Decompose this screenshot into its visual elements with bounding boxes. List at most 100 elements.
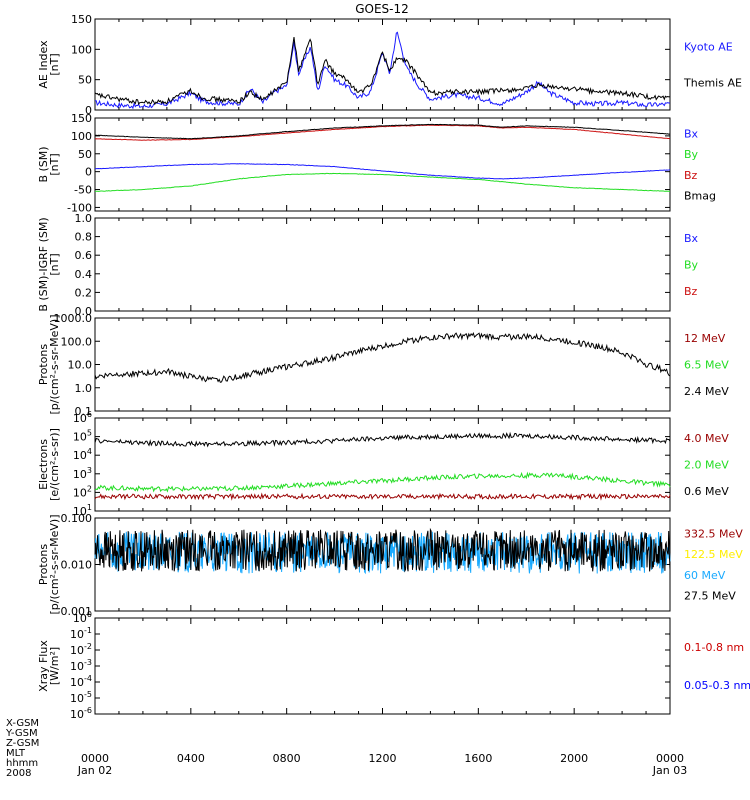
legend-2-0-mev: 2.0 MeV [684,459,729,472]
y-tick-label: 10-2 [70,642,92,657]
legend-122-5-mev: 122.5 MeV [684,548,743,561]
y-tick-label: 0.8 [75,231,93,244]
legend-2-4-mev: 2.4 MeV [684,385,729,398]
x-tick-label: 0000 [81,752,109,765]
legend-0-1-0-8-nm: 0.1-0.8 nm [684,641,744,654]
y-tick-label: 150 [71,112,92,125]
legend-bz: Bz [684,285,698,298]
x-tick-label: 0400 [177,752,205,765]
y-tick-label: 1000.0 [54,312,93,325]
x-tick-label: 1600 [464,752,492,765]
y-tick-label: 100.0 [61,335,93,348]
y-axis-label: Protons[p/(cm²-s-sr-MeV)] [37,315,61,415]
series-themis-ae-line [94,37,671,106]
legend-bmag: Bmag [684,190,716,203]
x-tick-label: 0800 [273,752,301,765]
footer-row-label: X-GSM [6,718,39,729]
y-axis-label: B (SM)[nT] [37,146,61,182]
legend-4-0-mev: 4.0 MeV [684,432,729,445]
y-tick-label: 102 [73,484,92,499]
y-tick-label: 10-5 [70,690,92,705]
y-tick-label: 0.100 [61,512,93,525]
panel-frame [94,317,671,412]
y-axis-label: Electrons[e/(cm²-s-sr)] [37,428,61,501]
y-axis-label: Protons[p/(cm²-s-sr-MeV)] [37,515,61,615]
legend-27-5-mev: 27.5 MeV [684,590,736,603]
y-tick-label: 0.4 [75,268,93,281]
y-tick-label: 10.0 [68,359,93,372]
y-tick-label: 0.010 [61,559,93,572]
legend-themis-ae: Themis AE [683,77,742,90]
legend-by: By [684,148,699,161]
y-tick-label: 103 [73,466,92,481]
y-tick-label: 10-4 [70,674,92,689]
panel-ae: 0 50 100 150 AE Index[nT] Kyoto AE Themis AE [37,13,742,117]
panel-bsm: -100 -50 0 50 100 150 B (SM)[nT] Bx By Bz Bmag [37,112,716,214]
legend-60-mev: 60 MeV [684,569,726,582]
series-27-5-mev-line [94,527,671,573]
series-4-0-mev-line [94,492,671,501]
footer-row-label: Y-GSM [5,728,38,739]
series-by-line [94,172,671,192]
y-tick-label: 106 [73,410,92,425]
panel-protons_high: 0.001 0.010 0.100Protons[p/(cm²-s-sr-MeV)]… [37,512,743,618]
legend-332-5-mev: 332.5 MeV [684,528,743,541]
footer-row-label: Z-GSM [6,738,39,749]
date-start-label: Jan 02 [77,764,112,777]
legend-0-05-0-3-nm: 0.05-0.3 nm [684,679,750,692]
x-tick-label: 2000 [560,752,588,765]
legend-12-mev: 12 MeV [684,332,726,345]
legend-bz: Bz [684,169,698,182]
y-tick-label: 1.0 [75,212,93,225]
panel-frame [94,117,671,212]
y-tick-label: 50 [78,148,92,161]
y-tick-label: 100 [73,610,92,625]
y-tick-label: 100 [71,43,92,56]
y-axis-label: B (SM)-IGRF (SM)[nT] [37,217,61,311]
panel-electrons: 101102103104105106Electrons[e/(cm²-s-sr)… [37,410,729,518]
legend-6-5-mev: 6.5 MeV [684,359,729,372]
date-end-label: Jan 03 [652,764,687,777]
y-axis-label: Xray Flux[W/m²] [37,640,61,692]
y-tick-label: 0.001 [61,605,93,618]
y-tick-label: 0.2 [75,286,93,299]
legend-bx: Bx [684,128,699,141]
legend-bx: Bx [684,232,699,245]
y-tick-label: -50 [74,184,92,197]
legend-0-6-mev: 0.6 MeV [684,485,729,498]
y-tick-label: 10-3 [70,658,92,673]
panel-frame [94,617,671,715]
y-axis-label: AE Index[nT] [37,40,61,89]
panel-bigrf: 0.0 0.2 0.4 0.6 0.8 1.0 B (SM)-IGRF (SM)[nT] Bx… [37,212,699,318]
series-bmag-line [95,123,671,140]
y-tick-label: 0 [85,166,92,179]
y-tick-label: 10-1 [70,626,92,641]
y-tick-label: 100 [71,130,92,143]
y-tick-label: 105 [73,429,92,444]
panels: 0 50 100 150 AE Index[nT] Kyoto AE Themis AE -1… [37,13,750,721]
footer-row-label: 2008 [6,768,31,779]
series-bx-line [94,163,671,180]
chart-title: GOES-12 [355,2,409,16]
series-2-0-mev-line [94,471,671,493]
y-tick-label: 0.1 [75,405,93,418]
y-tick-label: 50 [78,74,92,87]
series-2-4-mev-line [94,332,671,383]
x-tick-label: 1200 [369,752,397,765]
panel-frame [94,217,671,312]
footer-row-label: hhmm [6,758,38,769]
y-tick-label: 10-6 [70,706,92,721]
panel-protons_low: 0.1 1.0 10.0 100.0 1000.0Protons[p/(cm²-s-sr… [37,312,729,418]
x-tick-label: 0000 [656,752,684,765]
y-tick-label: -100 [67,201,92,214]
y-tick-label: 0.0 [75,305,93,318]
y-tick-label: 1.0 [75,382,93,395]
y-tick-label: 0.6 [75,249,93,262]
series-0-6-mev-line [94,431,671,448]
y-tick-label: 150 [71,13,92,26]
y-tick-label: 0 [85,104,92,117]
